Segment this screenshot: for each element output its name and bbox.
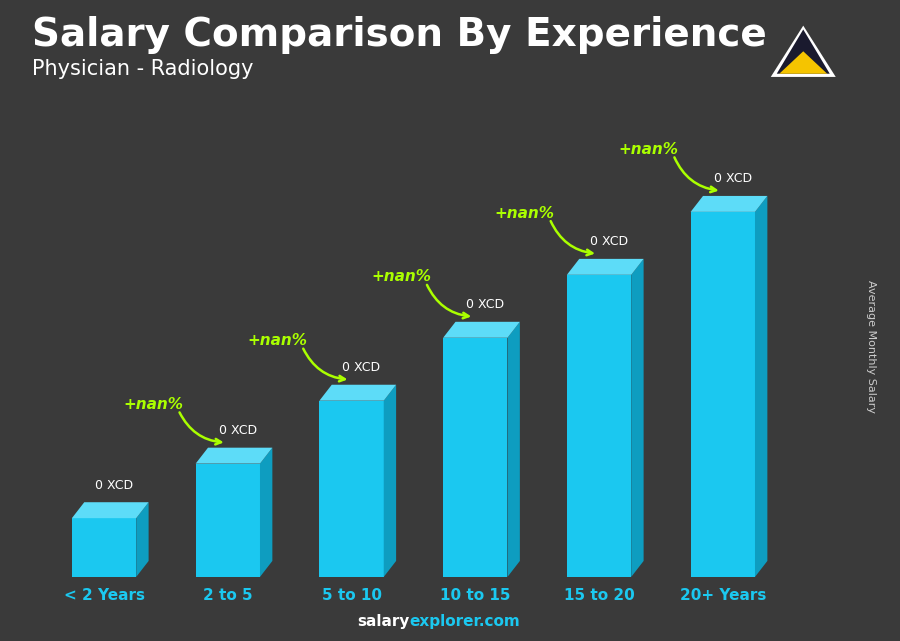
Polygon shape	[320, 401, 383, 577]
Text: +nan%: +nan%	[371, 269, 431, 285]
Text: Average Monthly Salary: Average Monthly Salary	[866, 279, 877, 413]
Polygon shape	[567, 275, 631, 577]
Text: 0 XCD: 0 XCD	[219, 424, 256, 437]
Polygon shape	[631, 259, 644, 577]
Polygon shape	[320, 385, 396, 401]
Text: 0 XCD: 0 XCD	[466, 298, 504, 312]
Polygon shape	[136, 502, 149, 577]
Polygon shape	[72, 518, 136, 577]
Text: 0 XCD: 0 XCD	[94, 479, 133, 492]
Polygon shape	[443, 338, 508, 577]
Text: 0 XCD: 0 XCD	[714, 172, 752, 185]
Polygon shape	[260, 447, 273, 577]
Polygon shape	[779, 51, 827, 74]
Polygon shape	[690, 196, 768, 212]
Text: +nan%: +nan%	[495, 206, 554, 221]
Polygon shape	[195, 447, 273, 463]
Polygon shape	[777, 29, 830, 74]
Text: explorer.com: explorer.com	[410, 615, 520, 629]
Polygon shape	[443, 322, 520, 338]
Polygon shape	[567, 259, 644, 275]
Text: 0 XCD: 0 XCD	[590, 235, 628, 248]
Polygon shape	[72, 502, 148, 518]
Polygon shape	[770, 26, 836, 77]
Text: 0 XCD: 0 XCD	[342, 362, 381, 374]
Text: salary: salary	[357, 615, 410, 629]
Text: +nan%: +nan%	[618, 142, 679, 157]
Polygon shape	[195, 463, 260, 577]
Polygon shape	[508, 322, 520, 577]
Text: +nan%: +nan%	[248, 333, 307, 348]
Text: Salary Comparison By Experience: Salary Comparison By Experience	[32, 16, 766, 54]
Polygon shape	[755, 196, 768, 577]
Text: Physician - Radiology: Physician - Radiology	[32, 59, 253, 79]
Polygon shape	[690, 212, 755, 577]
Polygon shape	[383, 385, 396, 577]
Text: +nan%: +nan%	[123, 397, 184, 412]
